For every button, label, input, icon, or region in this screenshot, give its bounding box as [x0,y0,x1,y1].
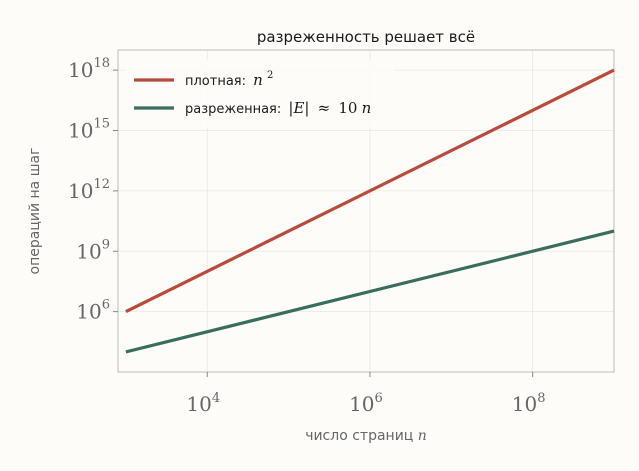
y-tick-label: 109 [76,237,110,263]
y-tick-label: 1018 [68,56,110,82]
x-tick-label: 106 [349,391,383,416]
y-tick-base: 10 [68,179,93,203]
legend: плотная: n 2 разреженная: |E| ≈ 10 n [126,60,394,128]
y-tick-base: 10 [76,300,101,324]
x-tick-base: 10 [349,392,374,416]
series-line-dense [125,68,615,314]
series-lines [125,68,615,354]
legend-label-sparse-var: n [362,99,372,117]
legend-label-dense: плотная: n 2 [185,70,273,89]
y-tick-label: 106 [76,298,110,324]
x-tick-exp: 4 [212,391,220,406]
legend-label-sparse-name: разреженная: [185,102,281,117]
legend-label-sparse-lhs: |E| [288,99,309,117]
y-tick-base: 10 [76,239,101,263]
x-axis-label-text: число страниц [305,428,413,444]
chart-title: разреженность решает всё [257,28,475,46]
legend-label-sparse-rhs: 10 [338,99,357,117]
y-tick-base: 10 [68,58,93,82]
x-tick-base: 10 [512,392,537,416]
legend-box [126,60,394,128]
x-tick-exp: 6 [375,391,383,406]
legend-label-dense-var: n [253,71,263,89]
y-tick-exp: 18 [93,56,110,71]
y-tick-label: 1015 [68,117,110,143]
x-tick-label: 108 [512,391,546,416]
legend-label-dense-name: плотная: [185,74,246,89]
series-line-sparse [125,229,615,354]
y-tick-exp: 15 [93,117,110,132]
x-tick-exp: 8 [537,391,545,406]
x-tick-base: 10 [186,392,211,416]
y-tick-exp: 12 [93,177,110,192]
legend-label-sparse: разреженная: |E| ≈ 10 n [185,99,371,117]
x-axis-label: число страниц n [305,428,427,444]
plot-frame [117,49,615,373]
legend-label-dense-exp: 2 [267,70,273,81]
y-axis-label: операций на шаг [27,148,43,275]
x-tick-label: 104 [186,391,220,416]
y-tick-base: 10 [68,119,93,143]
x-axis-label-var: n [418,428,427,444]
y-tick-exp: 6 [102,298,110,313]
y-tick-exp: 9 [102,237,110,252]
legend-label-sparse-rel: ≈ [318,99,331,117]
y-tick-label: 1012 [68,177,110,203]
